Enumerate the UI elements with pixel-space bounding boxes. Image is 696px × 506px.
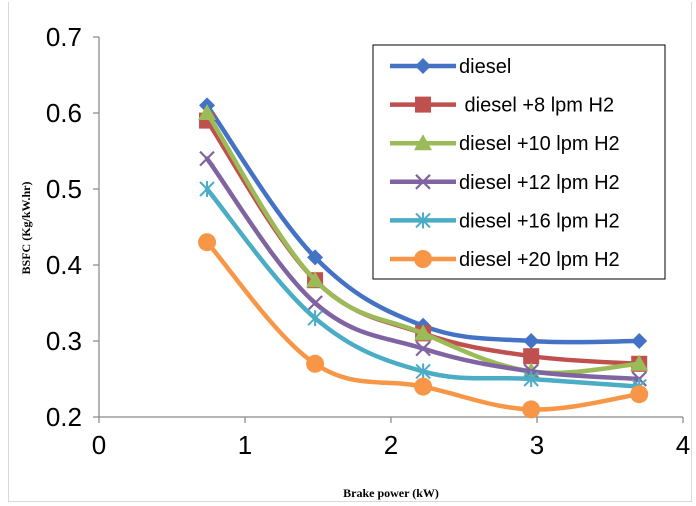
legend-marker: [415, 58, 431, 74]
y-tick-label: 0.7: [46, 22, 82, 52]
data-point: [523, 348, 540, 365]
data-point: [414, 377, 433, 396]
x-tick-label: 0: [92, 430, 106, 460]
series-group: [198, 233, 649, 419]
x-tick-label: 1: [238, 430, 252, 460]
data-point: [199, 150, 215, 167]
data-point: [415, 340, 431, 357]
data-point: [523, 333, 540, 349]
marker-stroke: [307, 295, 323, 311]
legend-label: diesel +16 lpm H2: [459, 210, 620, 232]
legend-label: diesel: [459, 56, 511, 78]
data-point: [199, 181, 215, 197]
legend-item: diesel +8 lpm H2: [390, 95, 614, 117]
data-point: [414, 324, 433, 341]
x-tick-label: 4: [676, 430, 690, 460]
legend-label: diesel +12 lpm H2: [459, 172, 620, 194]
series-line: [204, 186, 642, 389]
marker-stroke: [199, 150, 215, 167]
data-point: [415, 363, 431, 380]
y-tick-label: 0.5: [46, 174, 82, 204]
axes: 0.2 0.3 0.4 0.5 0.6 0.7 0 1 2 3 4: [46, 22, 690, 460]
legend-item: diesel: [390, 56, 511, 78]
data-point: [522, 400, 541, 419]
data-point: [306, 354, 325, 373]
marker-stroke: [415, 174, 431, 190]
data-point: [630, 385, 649, 404]
legend-item: diesel +12 lpm H2: [390, 172, 620, 194]
data-point: [307, 249, 324, 266]
legend-label: diesel +20 lpm H2: [459, 249, 620, 271]
data-point: [307, 310, 323, 327]
series-layer: [198, 97, 649, 419]
series-line: [204, 103, 642, 345]
legend-label: diesel +8 lpm H2: [459, 95, 614, 117]
data-point: [523, 371, 539, 387]
legend-marker: [415, 212, 431, 229]
legend-item: diesel +16 lpm H2: [390, 210, 620, 232]
legend-marker: [415, 174, 431, 190]
x-tick-label: 2: [384, 430, 398, 460]
legend-item: diesel +20 lpm H2: [390, 249, 620, 271]
y-tick-label: 0.2: [46, 402, 82, 432]
data-point: [630, 354, 649, 371]
legend: diesel diesel +8 lpm H2 diesel +10 lpm H2…: [372, 44, 666, 280]
y-tick-label: 0.4: [46, 250, 82, 280]
data-point: [307, 295, 323, 311]
x-tick-label: 3: [530, 430, 544, 460]
chart-frame: [8, 2, 692, 502]
data-point: [631, 333, 648, 349]
data-point: [198, 104, 217, 120]
data-point: [198, 233, 217, 252]
y-tick-label: 0.3: [46, 326, 82, 356]
legend-marker: [414, 134, 432, 151]
data-point: [306, 271, 325, 288]
legend-box: [372, 44, 666, 280]
legend-marker: [415, 96, 431, 113]
series-line: [204, 156, 642, 382]
legend-marker: [414, 250, 432, 268]
legend-item: diesel +10 lpm H2: [390, 133, 620, 155]
marker-stroke: [415, 340, 431, 357]
legend-label: diesel +10 lpm H2: [459, 133, 620, 155]
x-axis-title: Brake power (kW): [343, 486, 439, 500]
y-axis-title: BSFC (Kg/kW.hr): [19, 182, 33, 275]
y-tick-label: 0.6: [46, 98, 82, 128]
